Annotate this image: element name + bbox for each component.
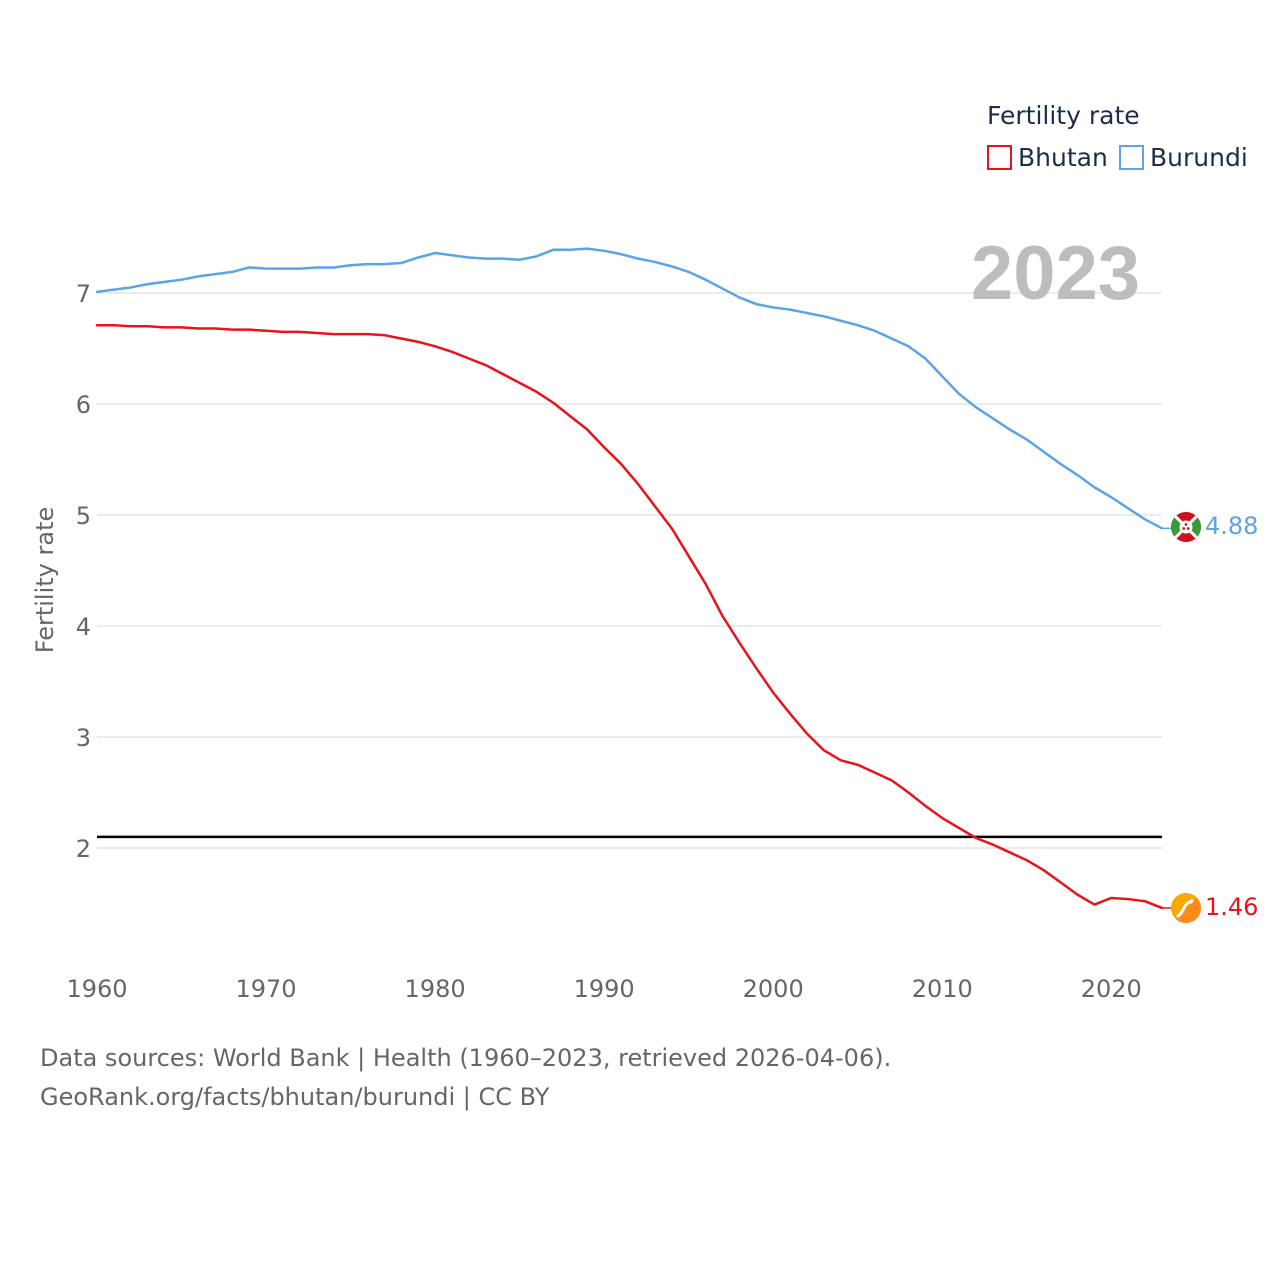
series-line-burundi[interactable] (95, 247, 1164, 530)
legend: Fertility rate Bhutan Burundi (987, 101, 1248, 172)
x-tick-label-1980: 1980 (405, 975, 466, 1003)
x-tick-label-1990: 1990 (574, 975, 635, 1003)
legend-title: Fertility rate (987, 101, 1140, 130)
attribution-link[interactable]: GeoRank.org/facts/bhutan/burundi | CC BY (40, 1083, 550, 1111)
series-lines (95, 247, 1171, 910)
x-tick-label-2010: 2010 (912, 975, 973, 1003)
y-axis-title: Fertility rate (31, 507, 59, 654)
legend-label-bhutan[interactable]: Bhutan (1018, 143, 1108, 172)
y-tick-label-6: 6 (76, 391, 91, 419)
series-line-bhutan[interactable] (95, 323, 1164, 910)
y-tick-labels: 2 3 4 5 6 7 (76, 280, 91, 863)
burundi-end-value: 4.88 (1205, 512, 1258, 540)
y-tick-label-3: 3 (76, 724, 91, 752)
legend-swatch-burundi[interactable] (1119, 145, 1144, 170)
legend-swatch-bhutan[interactable] (987, 145, 1012, 170)
year-display: 2023 (971, 231, 1140, 316)
y-tick-label-2: 2 (76, 835, 91, 863)
y-tick-label-4: 4 (76, 613, 91, 641)
x-tick-label-2000: 2000 (743, 975, 804, 1003)
data-source-note: Data sources: World Bank | Health (1960–… (40, 1044, 892, 1072)
y-gridlines (97, 292, 1162, 849)
x-tick-label-1970: 1970 (236, 975, 297, 1003)
burundi-flag-icon (1171, 512, 1201, 542)
x-tick-label-2020: 2020 (1081, 975, 1142, 1003)
y-tick-label-7: 7 (76, 280, 91, 308)
x-tick-label-1960: 1960 (66, 975, 127, 1003)
bhutan-end-value: 1.46 (1205, 893, 1258, 921)
x-tick-labels: 1960 1970 1980 1990 2000 2010 2020 (66, 975, 1141, 1003)
y-tick-label-5: 5 (76, 502, 91, 530)
bhutan-flag-icon (1171, 893, 1201, 923)
legend-label-burundi[interactable]: Burundi (1150, 143, 1248, 172)
